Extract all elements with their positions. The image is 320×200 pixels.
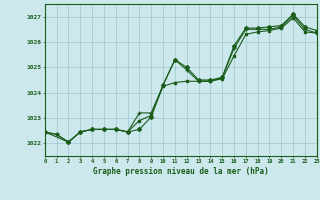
X-axis label: Graphe pression niveau de la mer (hPa): Graphe pression niveau de la mer (hPa) — [93, 167, 269, 176]
